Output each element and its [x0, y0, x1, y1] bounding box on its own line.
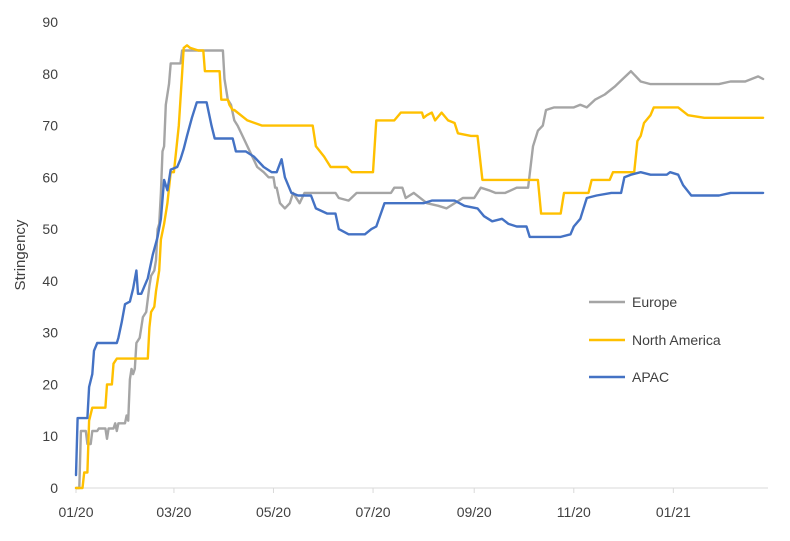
- y-tick-label: 40: [42, 273, 58, 289]
- x-tick-label: 01/21: [656, 504, 691, 520]
- legend-label-europe: Europe: [632, 294, 677, 310]
- x-tick-label: 07/20: [356, 504, 391, 520]
- legend: Europe North America APAC: [589, 294, 721, 385]
- y-axis-title: Stringency: [12, 219, 29, 290]
- legend-label-north-america: North America: [632, 332, 721, 348]
- x-tick-label: 09/20: [457, 504, 492, 520]
- x-tick-label: 03/20: [156, 504, 191, 520]
- x-tick-label: 05/20: [256, 504, 291, 520]
- y-tick-label: 20: [42, 376, 58, 392]
- series-layer: [74, 44, 765, 490]
- y-tick-label: 70: [42, 118, 58, 134]
- x-tick-label: 01/20: [58, 504, 93, 520]
- series-line-north-america: [74, 44, 765, 490]
- legend-label-apac: APAC: [632, 369, 669, 385]
- y-tick-label: 60: [42, 169, 58, 185]
- y-tick-label: 80: [42, 66, 58, 82]
- series-line-europe: [74, 49, 765, 490]
- y-tick-label: 30: [42, 325, 58, 341]
- x-tick-label: 11/20: [557, 504, 591, 520]
- x-tick-labels: 01/20 03/20 05/20 07/20 09/20 11/20 01/21: [58, 488, 691, 520]
- y-tick-label: 50: [42, 221, 58, 237]
- y-tick-label: 0: [50, 480, 58, 496]
- y-tick-label: 10: [42, 428, 58, 444]
- series-line-apac: [74, 101, 765, 477]
- y-tick-label: 90: [42, 14, 58, 30]
- y-tick-labels: 0 10 20 30 40 50 60 70 80 90: [42, 14, 58, 496]
